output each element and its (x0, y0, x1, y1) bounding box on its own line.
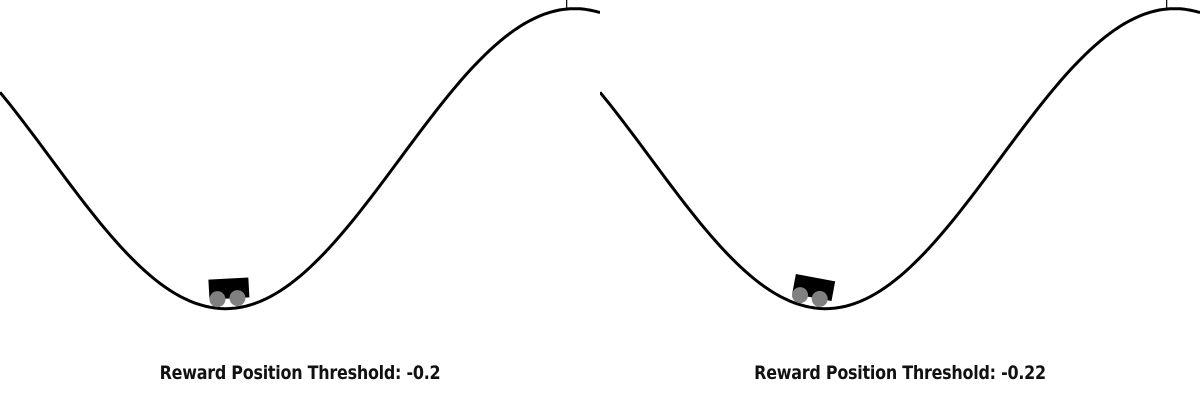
car-wheel-rear (792, 287, 809, 304)
goal-flag-icon (566, 0, 568, 10)
mountain-car-scene-right (600, 0, 1200, 311)
car-wheel-front (229, 290, 246, 307)
mountain-track (0, 7, 600, 311)
car-icon (792, 274, 836, 307)
threshold-value-right: -0.22 (1001, 362, 1046, 384)
mountain-track (600, 7, 1200, 311)
threshold-value-left: -0.2 (406, 362, 441, 384)
env-panel-right: Reward Position Threshold: -0.22 (600, 0, 1200, 400)
car-icon (208, 277, 250, 308)
threshold-label-right: Reward Position Threshold: (754, 362, 996, 384)
car-wheel-rear (209, 291, 226, 308)
goal-flag-icon (1166, 0, 1168, 10)
threshold-caption-left: Reward Position Threshold: -0.2 (48, 362, 552, 384)
mountain-car-scene-left (0, 0, 600, 311)
env-panel-left: Reward Position Threshold: -0.2 (0, 0, 600, 384)
threshold-label-left: Reward Position Threshold: (159, 362, 402, 384)
threshold-caption-right: Reward Position Threshold: -0.22 (648, 362, 1152, 384)
car-wheel-front (811, 290, 828, 307)
